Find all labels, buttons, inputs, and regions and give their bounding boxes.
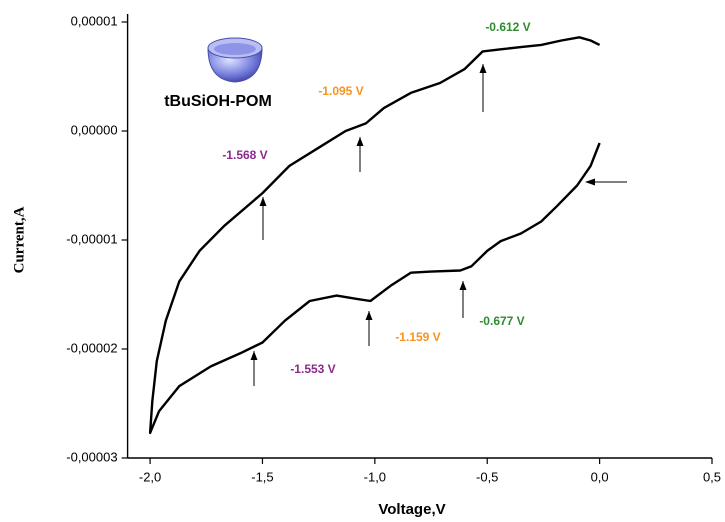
y-axis-label: Current,A [11, 206, 27, 273]
arrow-head [356, 137, 364, 146]
peak-label: -0.612 V [485, 20, 530, 34]
x-tick-label: -1,0 [364, 469, 386, 484]
x-tick-label: -0,5 [476, 469, 498, 484]
arrow-head [365, 311, 373, 320]
peak-label: -1.095 V [318, 84, 363, 98]
arrow-head [250, 351, 258, 360]
peak-label: -0.677 V [479, 314, 524, 328]
arrow-head [479, 64, 487, 73]
peak-label: -1.159 V [395, 330, 440, 344]
pom-icon [207, 37, 263, 83]
x-axis-label: Voltage,V [378, 501, 445, 518]
y-tick-label: 0,00001 [71, 13, 118, 28]
y-tick-label: -0,00003 [66, 449, 117, 464]
cv-curve [148, 36, 601, 435]
y-tick-label: -0,00001 [66, 231, 117, 246]
x-tick-label: 0,5 [703, 469, 721, 484]
compound-label: tBuSiOH-POM [164, 93, 272, 110]
arrow-head [585, 178, 595, 186]
y-tick-label: 0,00000 [71, 122, 118, 137]
peak-label: -1.553 V [290, 362, 335, 376]
peak-label: -1.568 V [222, 148, 267, 162]
x-tick-label: -2,0 [139, 469, 161, 484]
x-tick-label: -1,5 [251, 469, 273, 484]
arrow-head [259, 197, 267, 206]
arrow-head [459, 281, 467, 290]
y-tick-label: -0,00002 [66, 340, 117, 355]
x-tick-label: 0,0 [591, 469, 609, 484]
